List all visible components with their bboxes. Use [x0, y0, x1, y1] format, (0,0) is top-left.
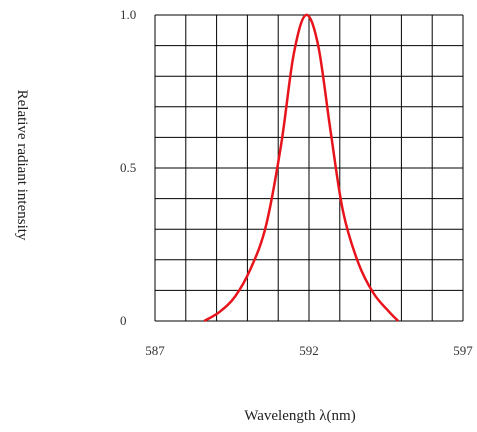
y-tick-label: 0.5 [120, 160, 136, 175]
x-tick-labels: 587 592 597 [145, 343, 473, 358]
y-tick-label: 0 [120, 313, 127, 328]
series-line [203, 13, 400, 323]
grid [154, 14, 464, 322]
x-tick-label: 592 [299, 343, 319, 358]
y-tick-label: 1.0 [120, 7, 136, 22]
y-tick-labels: 0 0.5 1.0 [120, 7, 136, 328]
y-axis-label: Relative radiant intensity [14, 90, 30, 241]
x-tick-label: 587 [145, 343, 165, 358]
x-axis-label: Wavelength λ(nm) [244, 408, 355, 424]
x-tick-label: 597 [453, 343, 473, 358]
